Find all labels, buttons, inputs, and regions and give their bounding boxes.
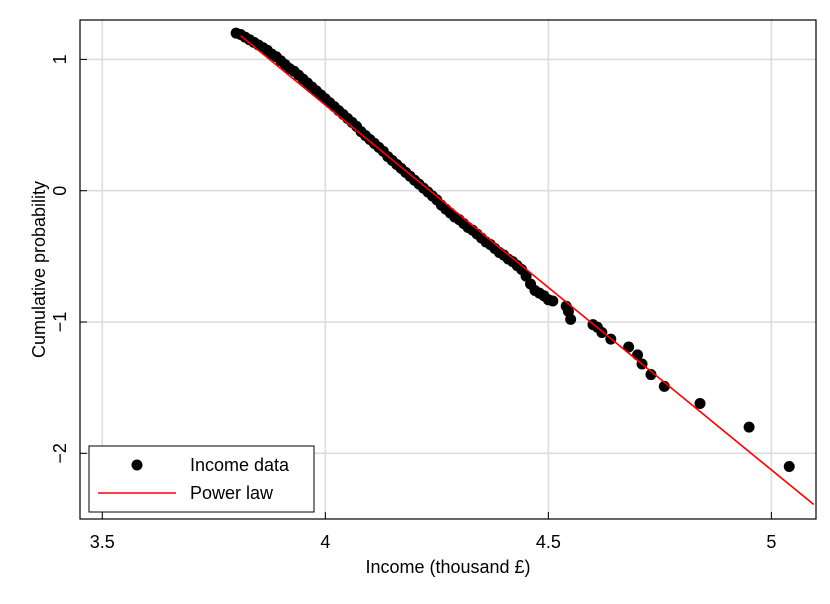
x-axis-label: Income (thousand £) [365,557,530,577]
data-point [547,295,559,307]
y-tick-label: 0 [50,186,70,196]
power-law-line [240,35,815,506]
data-layer [230,27,815,506]
data-point [565,313,577,325]
y-axis-label: Cumulative probability [29,181,49,358]
plot-area-frame [79,19,817,520]
x-tick-label: 4.5 [536,532,561,552]
grid [80,20,816,519]
data-point [694,397,706,409]
y-tick-label: −2 [50,443,70,464]
legend-marker-income-data [131,459,143,471]
legend-label-power-law: Power law [190,483,274,503]
legend-label-income-data: Income data [190,455,290,475]
y-tick-label: −1 [50,312,70,333]
legend-box [88,445,315,513]
x-tick-label: 5 [766,532,776,552]
data-point [623,341,635,353]
x-tick-label: 4 [320,532,330,552]
y-tick-label: 1 [50,54,70,64]
data-point [743,421,755,433]
legend: Income data Power law [88,445,315,513]
data-point [645,369,657,381]
data-point [783,460,795,472]
axis-ticks: 3.5 4 4.5 5 1 0 −1 −2 [50,54,776,552]
x-tick-label: 3.5 [90,532,115,552]
